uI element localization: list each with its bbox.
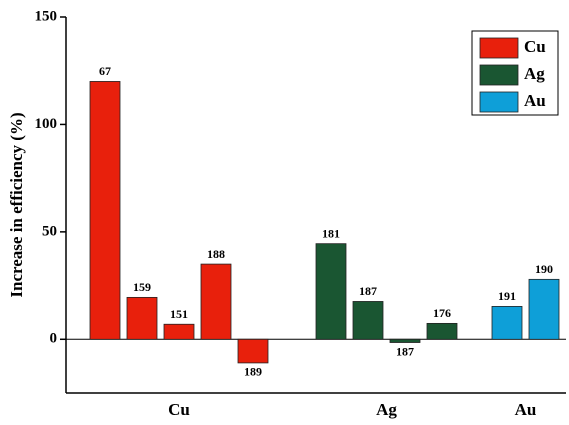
bar xyxy=(491,306,523,340)
bar-label: 188 xyxy=(207,247,225,261)
y-tick-label: 50 xyxy=(42,223,57,239)
bar-label: 67 xyxy=(99,64,111,78)
legend-swatch xyxy=(479,37,519,59)
y-tick-label: 100 xyxy=(35,116,58,132)
bar xyxy=(389,338,421,343)
bar-label: 190 xyxy=(535,262,553,276)
bar xyxy=(528,278,560,340)
bar xyxy=(200,263,232,340)
bar xyxy=(426,322,458,340)
bar xyxy=(89,81,121,340)
y-tick-label: 150 xyxy=(35,8,58,24)
bar-label: 191 xyxy=(498,289,516,303)
legend-label: Au xyxy=(524,91,546,110)
bar-label: 176 xyxy=(433,306,451,320)
legend-swatch xyxy=(479,64,519,86)
legend-label: Cu xyxy=(524,37,546,56)
bar-label: 187 xyxy=(359,284,377,298)
x-tick-label: Cu xyxy=(168,400,190,419)
x-tick-label: Ag xyxy=(376,400,397,419)
legend-swatch xyxy=(479,91,519,113)
y-axis-title: Increase in efficiency (%) xyxy=(7,112,26,297)
x-tick-label: Au xyxy=(515,400,537,419)
bar xyxy=(163,323,195,340)
bar-label: 189 xyxy=(244,365,262,379)
bar-label: 151 xyxy=(170,307,188,321)
legend-label: Ag xyxy=(524,64,545,83)
bar-label: 159 xyxy=(133,280,151,294)
bar-label: 187 xyxy=(396,344,414,358)
bar-label: 181 xyxy=(322,226,340,240)
bar xyxy=(315,243,347,340)
y-tick-label: 0 xyxy=(50,331,58,347)
bar xyxy=(126,296,158,340)
bar xyxy=(237,338,269,364)
bar xyxy=(352,301,384,340)
